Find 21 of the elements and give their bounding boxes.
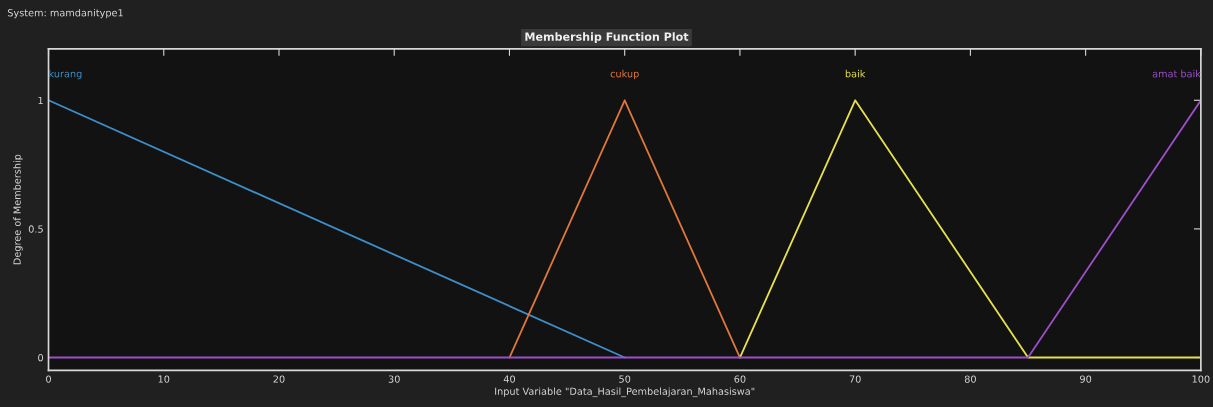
x-tick-label: 80 <box>964 375 976 383</box>
x-tick-label: 30 <box>388 375 400 383</box>
chart-title: Membership Function Plot <box>525 32 689 44</box>
x-tick-label: 50 <box>619 375 631 383</box>
x-tick-label: 0 <box>46 375 51 383</box>
y-axis-title: Degree of Membership <box>13 154 23 265</box>
x-axis-title: Input Variable "Data_Hasil_Pembelajaran_Mahasiswa" <box>495 387 755 398</box>
x-tick-label: 100 <box>1192 375 1210 383</box>
x-tick-label: 70 <box>849 375 861 383</box>
text: baik <box>845 69 866 78</box>
x-tick-label: 60 <box>734 375 746 383</box>
x-tick-label: 10 <box>158 375 170 383</box>
x-tick-label: 20 <box>273 375 285 383</box>
y-tick-label: 0.5 <box>28 225 43 233</box>
x-tick-label: 90 <box>1080 375 1092 383</box>
text: System: mamdanitype1 <box>7 8 123 19</box>
text: cukup <box>610 69 639 80</box>
y-tick-label: 1 <box>38 96 43 104</box>
x-tick-label: 40 <box>503 375 515 383</box>
y-tick-label: 0 <box>38 353 44 362</box>
text: kurang <box>49 69 82 80</box>
